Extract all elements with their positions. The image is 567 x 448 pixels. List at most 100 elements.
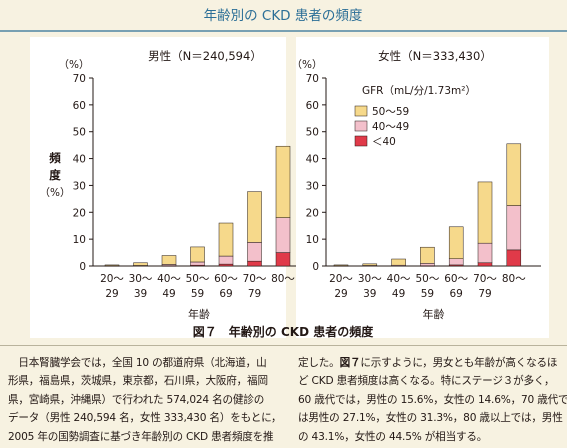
y-unit-label: （%） [59, 59, 90, 71]
x-axis-title: 年齢 [188, 307, 210, 321]
bar-segment [275, 252, 291, 267]
y-tick-label: 40 [73, 154, 86, 166]
x-axis-title: 年齢 [423, 307, 445, 321]
bar-segment [247, 242, 262, 262]
x-tick-label: 49 [162, 288, 175, 300]
chart-title: 男性（N＝240,594） [148, 49, 262, 63]
bar-segment [477, 181, 493, 244]
bar-segment [362, 263, 378, 266]
y-axis-title: 頻 [49, 151, 61, 165]
bar-segment [218, 222, 234, 257]
bar-segment [275, 217, 291, 253]
bar-segment [190, 261, 205, 266]
x-tick-label: 70〜 [243, 273, 267, 285]
x-tick-label: 59 [421, 288, 434, 300]
figure-caption: 図７ 年齢別の CKD 患者の頻度 [193, 324, 374, 339]
female-chart: 女性（N＝333,430） （%） 0 10 20 30 40 50 60 70 20〜 29 30〜 3… [292, 49, 541, 321]
x-tick-label: 69 [450, 288, 463, 300]
x-tick-label: 30〜 [129, 273, 153, 285]
legend-label: 50〜59 [372, 106, 409, 118]
y-tick-label: 50 [73, 127, 86, 139]
y-tick-label: 0 [79, 261, 86, 273]
y-tick-label: 20 [73, 207, 86, 219]
bar-segment [275, 145, 291, 218]
body-text-left: 日本腎臓学会では，全国 10 の都道府県（北海道，山 形県，福島県，茨城県，東京… [8, 354, 282, 446]
y-tick-label: 70 [306, 73, 319, 85]
figure-reference: 図７ [339, 357, 361, 369]
x-tick-label: 70〜 [473, 273, 497, 285]
chart-title: 女性（N＝333,430） [378, 49, 492, 63]
legend-swatch [354, 105, 368, 117]
body-line: 県，宮崎県，沖縄県）で行われた 574,024 名の健診の [8, 393, 265, 406]
y-tick-label: 70 [73, 73, 86, 85]
bar-segment [161, 255, 177, 265]
legend-label: ＜40 [372, 136, 396, 148]
y-tick-label: 30 [73, 180, 86, 192]
y-tick-label: 50 [306, 127, 319, 139]
x-tick-label: 59 [191, 288, 204, 300]
bar-segment [391, 258, 406, 266]
body-line: 形県，福島県，茨城県，東京都，石川県，大阪府，福岡 [8, 375, 268, 388]
page-title: 年齢別の CKD 患者の頻度 [204, 8, 363, 24]
x-tick-label: 79 [248, 288, 261, 300]
body-line: の 43.1%，女性の 44.5% が相当する。 [298, 430, 488, 443]
y-tick-label: 60 [73, 100, 86, 112]
legend-label: 40〜49 [372, 121, 409, 133]
y-unit-label: （%） [292, 59, 323, 71]
x-tick-label: 80〜 [502, 273, 526, 285]
legend-title: GFR（mL/分/1.73m²） [362, 85, 476, 97]
x-tick-label: 39 [134, 288, 147, 300]
body-line: 60 歳代では，男性の 15.6%，女性の 14.6%，70 歳代で [298, 393, 567, 406]
x-tick-label: 40〜 [387, 273, 411, 285]
y-tick-label: 40 [306, 154, 319, 166]
y-axis-title: 度 [49, 168, 61, 182]
bar-segment [477, 262, 493, 267]
male-panel-background [30, 37, 286, 338]
bar-segment [506, 143, 522, 206]
x-tick-label: 29 [334, 288, 347, 300]
x-tick-label: 40〜 [157, 273, 181, 285]
bar-segment [477, 242, 493, 264]
x-tick-label: 50〜 [186, 273, 210, 285]
x-tick-label: 80〜 [271, 273, 295, 285]
legend-swatch [354, 135, 368, 147]
bar-segment [506, 205, 522, 251]
male-chart: 男性（N＝240,594） （%） 0 10 20 30 40 50 60 70 20〜 29 30〜 3… [40, 49, 305, 321]
bar-segment [247, 260, 262, 267]
body-text-right: 定した。図７に示すように，男女とも年齢が高くなるほ ど CKD 患者頻度は高くな… [298, 354, 567, 446]
bar-segment [506, 249, 522, 267]
x-tick-label: 49 [392, 288, 405, 300]
y-tick-label: 20 [306, 207, 319, 219]
x-tick-label: 30〜 [358, 273, 382, 285]
body-line: ど CKD 患者頻度は高くなる。特にステージ３が多く， [298, 375, 555, 388]
bar-segment [190, 246, 205, 263]
body-line: 日本腎臓学会では，全国 10 の都道府県（北海道，山 [8, 357, 267, 369]
bar-segment [420, 246, 435, 264]
x-tick-label: 20〜 [100, 273, 124, 285]
x-tick-label: 29 [105, 288, 118, 300]
body-line: 定した。図７に示すように，男女とも年齢が高くなるほ [298, 354, 563, 372]
body-fragment: に示すように，男女とも年齢が高くなるほ [360, 357, 558, 369]
y-tick-label: 10 [306, 234, 319, 246]
x-tick-label: 79 [478, 288, 491, 300]
y-tick-label: 30 [306, 180, 319, 192]
legend-swatch [354, 120, 368, 132]
bar-segment [133, 262, 148, 266]
bar-segment [448, 258, 464, 266]
x-tick-label: 50〜 [415, 273, 439, 285]
caption-divider [0, 345, 567, 346]
x-tick-label: 39 [363, 288, 376, 300]
x-tick-label: 60〜 [214, 273, 238, 285]
x-tick-label: 69 [219, 288, 232, 300]
x-tick-label: 60〜 [444, 273, 468, 285]
bar-segment [104, 264, 120, 266]
bar-segment [218, 263, 234, 267]
x-tick-label: 20〜 [329, 273, 353, 285]
bar-segment [333, 264, 349, 266]
y-tick-label: 60 [306, 100, 319, 112]
bar-segment [218, 255, 234, 265]
body-line: 2005 年の国勢調査に基づき年齢別の CKD 患者頻度を推 [8, 430, 274, 443]
bar-segment [247, 191, 262, 243]
body-line: データ（男性 240,594 名，女性 333,430 名）をもとに， [8, 412, 282, 425]
